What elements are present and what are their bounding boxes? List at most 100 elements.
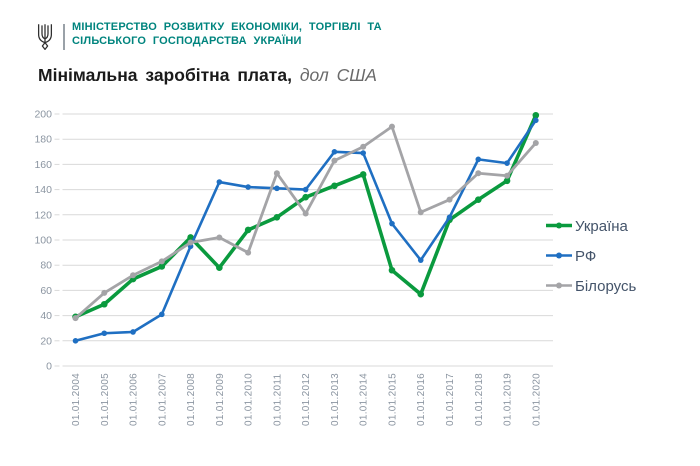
ukraine-marker [244,226,252,234]
ukraine-marker [273,214,281,221]
ukraine-marker [302,193,309,201]
y-tick-label: 20 [40,335,52,347]
ministry-name: МІНІСТЕРСТВО РОЗВИТКУ ЕКОНОМІКИ, ТОРГІВЛ… [72,20,382,48]
rf-line [74,119,538,343]
y-tick-label: 200 [34,109,52,121]
legend-marker-sample [556,282,562,289]
rf-marker [446,214,453,221]
x-tick-label: 01.01.2009 [215,373,226,426]
x-tick-label: 01.01.2018 [474,373,485,426]
x-axis-labels: 01.01.2004 01.01.2005 01.01.2006 01.01.2007… [71,373,542,426]
belarus-marker [302,210,309,217]
legend-item-ukraine: Україна [546,218,629,235]
series-belarus [72,123,539,322]
rf-marker [302,186,309,193]
rf-marker [274,185,280,192]
x-tick-label: 01.01.2010 [244,373,255,426]
belarus-marker [245,249,252,256]
y-tick-label: 0 [46,361,52,373]
belarus-marker [216,234,223,241]
belarus-marker [446,196,453,203]
legend-marker-sample [556,252,562,259]
ukraine-marker [532,111,540,119]
y-tick-label: 180 [34,134,52,146]
rf-marker [72,338,79,344]
header-divider [63,24,65,50]
x-tick-label: 01.01.2020 [531,373,542,426]
y-gridlines [54,113,553,367]
belarus-marker [417,209,424,216]
ukraine-marker [474,196,482,203]
tryzub-logo-icon [36,23,54,56]
y-axis-labels: 0 20 40 60 80 100 120 140 160 180 200 [34,109,52,373]
rf-marker [417,257,424,263]
y-tick-label: 100 [34,235,52,247]
ukraine-marker [417,290,425,298]
ministry-line2: СІЛЬСЬКОГО ГОСПОДАРСТВА УКРАЇНИ [72,35,302,47]
belarus-marker [273,170,280,177]
belarus-marker [187,239,194,246]
ukraine-marker [388,266,396,274]
x-tick-label: 01.01.2011 [272,374,283,426]
legend-label: Білорусь [575,278,636,295]
legend-item-belarus: Білорусь [546,278,636,295]
ukraine-marker [359,171,367,178]
belarus-marker [504,172,511,179]
x-tick-label: 01.01.2008 [186,373,197,426]
belarus-marker [72,315,79,322]
x-tick-label: 01.01.2006 [129,373,140,426]
rf-marker [389,220,395,227]
belarus-marker [158,258,165,265]
legend-marker-sample [556,222,562,229]
wage-line-chart: 0 20 40 60 80 100 120 140 160 180 200 01.01.2004 01.… [0,95,700,466]
x-tick-label: 01.01.2019 [503,373,514,426]
rf-marker [216,179,223,185]
rf-marker [533,117,539,124]
x-tick-label: 01.01.2017 [445,373,456,426]
x-tick-label: 01.01.2005 [100,373,111,426]
belarus-marker [475,170,482,177]
belarus-marker [360,143,367,150]
y-tick-label: 80 [40,260,52,272]
x-tick-label: 01.01.2015 [387,373,398,426]
legend: Україна РФ Білорусь [546,218,636,295]
x-tick-label: 01.01.2004 [71,373,82,426]
y-tick-label: 160 [34,159,52,171]
title-main: Мінімальна заробітна плата, [38,65,292,85]
x-tick-label: 01.01.2014 [359,373,370,426]
rf-marker [130,329,136,335]
y-tick-label: 40 [40,310,52,322]
rf-marker [504,160,510,166]
ukraine-marker [100,300,108,308]
rf-marker [101,330,108,337]
legend-item-rf: РФ [546,248,596,265]
y-tick-label: 140 [34,184,52,196]
rf-marker [245,184,251,190]
belarus-marker [532,139,539,146]
belarus-marker [130,272,137,279]
belarus-line [74,125,538,320]
belarus-marker [101,289,108,296]
rf-marker [159,311,165,318]
ukraine-marker [158,263,166,270]
ukraine-marker [187,234,194,241]
y-tick-label: 120 [34,209,52,221]
ministry-line1: МІНІСТЕРСТВО РОЗВИТКУ ЕКОНОМІКИ, ТОРГІВЛ… [72,21,382,33]
x-tick-label: 01.01.2013 [330,373,341,426]
x-tick-label: 01.01.2007 [157,373,168,426]
series-rf [72,117,539,344]
ukraine-marker [331,182,338,190]
rf-marker [360,150,367,156]
rf-marker [475,156,482,163]
y-tick-label: 60 [40,285,52,297]
title-unit: дол США [299,65,377,85]
legend-label: Україна [575,218,629,235]
belarus-marker [388,123,395,130]
ukraine-marker [216,264,223,272]
x-tick-label: 01.01.2016 [416,373,427,426]
ukraine-marker [503,177,511,185]
page-title: Мінімальна заробітна плата, дол США [38,65,377,86]
legend-label: РФ [575,248,596,265]
